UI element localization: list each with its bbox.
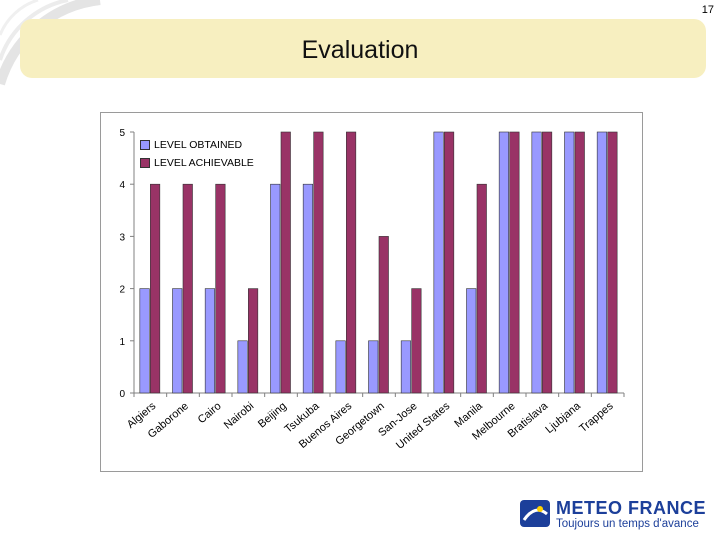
y-tick-label: 2 (119, 285, 125, 296)
legend-item-obtained: LEVEL OBTAINED (140, 136, 254, 154)
slide-title: Evaluation (301, 36, 419, 64)
bar-obtained (237, 340, 248, 394)
bar-obtained (498, 131, 509, 394)
chart-legend: LEVEL OBTAINED LEVEL ACHIEVABLE (140, 136, 254, 172)
legend-label-achievable: LEVEL ACHIEVABLE (154, 157, 254, 169)
x-category-label: Trappes (577, 400, 616, 435)
bar-achievable (509, 131, 520, 394)
bar-achievable (150, 183, 161, 394)
bar-obtained (204, 288, 215, 394)
brand-name: METEO FRANCE (556, 498, 706, 518)
bar-obtained (270, 183, 281, 394)
title-banner (20, 19, 706, 78)
chart-frame: 0 1 2 3 4 5 Algiers Gaborone Cairo Nairobi Beijing… (100, 112, 643, 472)
legend-swatch-achievable (140, 158, 150, 168)
bar-obtained (564, 131, 575, 394)
bar-obtained (172, 288, 183, 394)
bar-obtained (531, 131, 542, 394)
bar-achievable (215, 183, 226, 394)
bar-obtained (139, 288, 150, 394)
bar-achievable (574, 131, 585, 394)
bar-achievable (346, 131, 357, 394)
bar-achievable (313, 131, 324, 394)
bar-achievable (607, 131, 618, 394)
x-category-label: Ljubjana (543, 400, 583, 436)
bar-achievable (182, 183, 193, 394)
x-category-label: Cairo (196, 400, 224, 426)
y-tick-label: 1 (119, 337, 125, 348)
bar-obtained (335, 340, 346, 394)
bar-obtained (400, 340, 411, 394)
bar-achievable (444, 131, 455, 394)
x-category-label: Nairobi (222, 400, 256, 432)
bar-obtained (433, 131, 444, 394)
meteo-france-logo-icon (520, 500, 550, 527)
y-tick-label: 4 (119, 180, 125, 191)
legend-swatch-obtained (140, 140, 150, 150)
bar-obtained (466, 288, 477, 394)
y-tick-label: 0 (119, 389, 125, 400)
brand-tagline: Toujours un temps d'avance (556, 518, 699, 530)
bar-achievable (411, 288, 422, 394)
y-tick-label: 3 (119, 232, 125, 243)
bar-achievable (280, 131, 291, 394)
bar-achievable (542, 131, 553, 394)
bar-achievable (476, 183, 487, 394)
slide-number: 17 (701, 4, 714, 16)
bar-obtained (368, 340, 379, 394)
y-tick-label: 5 (119, 128, 125, 139)
bar-achievable (248, 288, 259, 394)
bar-obtained (302, 183, 313, 394)
bar-obtained (596, 131, 607, 394)
legend-label-obtained: LEVEL OBTAINED (154, 139, 243, 151)
bar-achievable (378, 236, 389, 394)
legend-item-achievable: LEVEL ACHIEVABLE (140, 154, 254, 172)
